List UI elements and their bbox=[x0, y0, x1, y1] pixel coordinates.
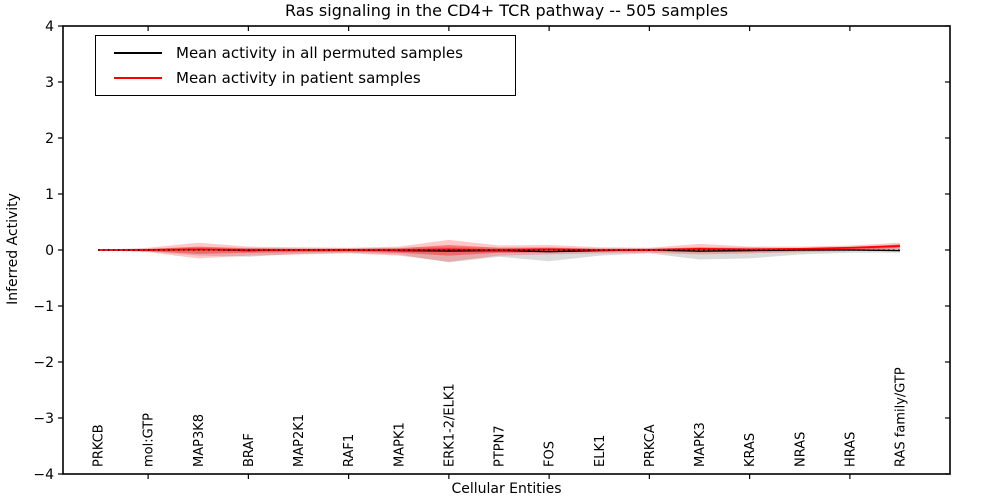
x-tick-label: mol:GTP bbox=[142, 413, 157, 467]
x-tick-label: NRAS bbox=[793, 432, 808, 467]
x-tick-label: PTPN7 bbox=[493, 425, 508, 467]
y-tick-label: −3 bbox=[33, 411, 54, 427]
x-tick-label: FOS bbox=[543, 441, 558, 467]
x-tick-label: MAP2K1 bbox=[292, 414, 307, 467]
legend-line-black bbox=[114, 52, 162, 55]
y-axis-label: Inferred Activity bbox=[5, 193, 21, 305]
x-tick-label: BRAF bbox=[242, 433, 257, 467]
legend-entry-permuted: Mean activity in all permuted samples bbox=[106, 44, 505, 62]
legend-label: Mean activity in all permuted samples bbox=[176, 44, 463, 63]
legend-entry-patient: Mean activity in patient samples bbox=[106, 69, 505, 87]
x-tick-label: MAP3K8 bbox=[192, 414, 207, 467]
legend-label: Mean activity in patient samples bbox=[176, 68, 421, 87]
y-tick-label: −4 bbox=[33, 467, 54, 483]
x-tick-label: ELK1 bbox=[593, 435, 608, 467]
y-tick-label: 0 bbox=[45, 243, 54, 259]
x-tick-label: HRAS bbox=[843, 432, 858, 467]
chart-title: Ras signaling in the CD4+ TCR pathway --… bbox=[284, 1, 729, 20]
x-tick-label: PRKCA bbox=[643, 424, 658, 467]
x-tick-label: KRAS bbox=[743, 433, 758, 467]
x-tick-label: MAPK1 bbox=[392, 422, 407, 467]
x-axis-label: Cellular Entities bbox=[451, 481, 562, 497]
y-tick-label: 2 bbox=[45, 131, 54, 147]
x-tick-label: RAF1 bbox=[342, 434, 357, 467]
y-tick-label: −2 bbox=[33, 355, 54, 371]
legend-line-red bbox=[114, 76, 162, 79]
x-tick-label: RAS family/GTP bbox=[894, 367, 909, 467]
x-tick-label: MAPK3 bbox=[693, 422, 708, 467]
y-tick-label: 1 bbox=[45, 187, 54, 203]
y-tick-label: −1 bbox=[33, 299, 54, 315]
y-tick-label: 4 bbox=[45, 19, 54, 35]
y-tick-label: 3 bbox=[45, 75, 54, 91]
x-tick-label: PRKCB bbox=[92, 424, 107, 467]
x-tick-label: ERK1-2/ELK1 bbox=[442, 383, 457, 467]
legend-box: Mean activity in all permuted samples Me… bbox=[95, 35, 516, 96]
